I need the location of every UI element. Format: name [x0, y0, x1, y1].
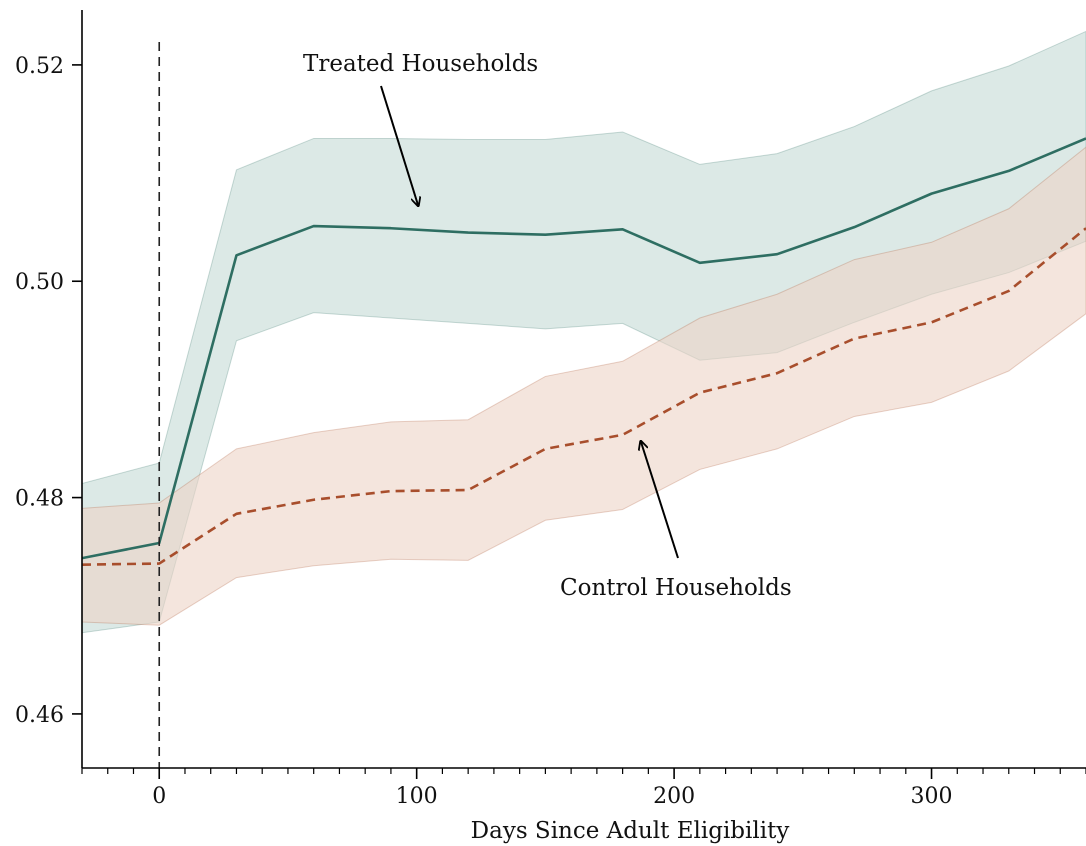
series-lines — [82, 137, 1086, 566]
annotation-arrow-control — [641, 442, 679, 559]
series-line-control — [82, 227, 1086, 566]
x-axis-title: Days Since Adult Eligibility — [471, 818, 790, 844]
x-tick-label: 300 — [911, 784, 953, 809]
annotations: Treated Households Control Households — [303, 51, 792, 601]
series-line-treated — [82, 137, 1086, 560]
x-tick-label: 100 — [396, 784, 438, 809]
x-tick-label: 0 — [152, 784, 166, 809]
axes: 0.46 0.48 0.50 0.52 0 100 200 300 — [15, 10, 1086, 809]
confidence-band-treated — [82, 30, 1086, 634]
confidence-band-control — [82, 146, 1086, 626]
x-tick-label: 200 — [653, 784, 695, 809]
y-tick-label: 0.48 — [15, 487, 64, 512]
y-tick-label: 0.50 — [15, 270, 64, 295]
y-tick-label: 0.52 — [15, 54, 64, 79]
confidence-bands — [82, 30, 1086, 634]
annotation-label-control: Control Households — [560, 575, 792, 601]
annotation-label-treated: Treated Households — [303, 51, 538, 77]
annotation-arrow-treated — [380, 85, 418, 205]
y-tick-label: 0.46 — [15, 703, 64, 728]
